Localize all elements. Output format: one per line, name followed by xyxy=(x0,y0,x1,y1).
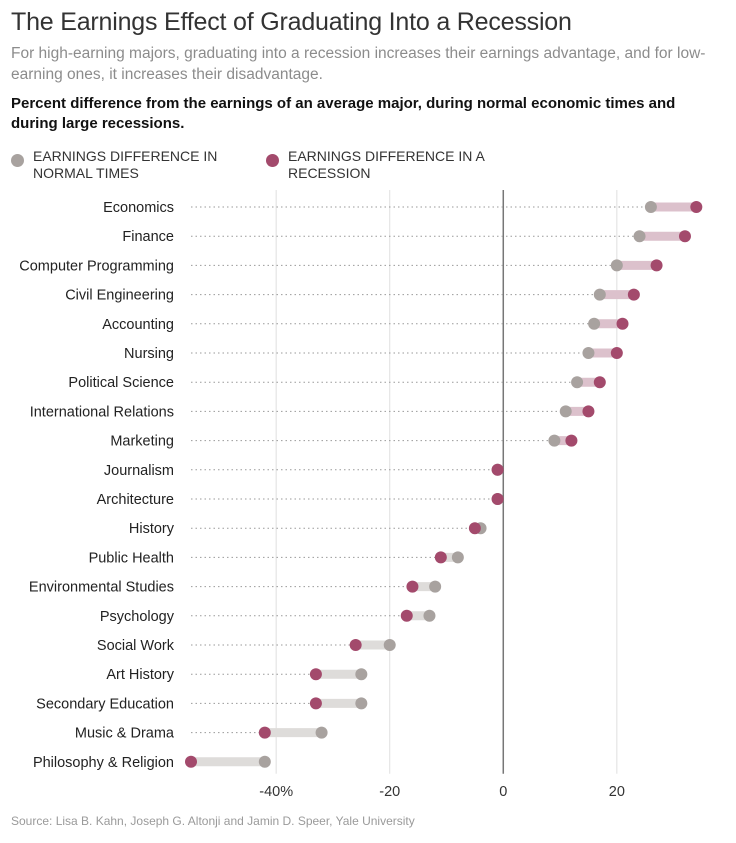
chart-title: The Earnings Effect of Graduating Into a… xyxy=(11,8,572,36)
source-note: Source: Lisa B. Kahn, Joseph G. Altonji … xyxy=(11,814,415,828)
dot-range-chart: -40% -20 0 20 Economics Finance Computer Progr… xyxy=(19,190,703,800)
normal-point xyxy=(571,376,584,389)
recession-point xyxy=(627,288,640,301)
normal-point xyxy=(633,230,646,243)
normal-point xyxy=(451,551,464,564)
recession-point xyxy=(400,609,413,622)
category-label: Environmental Studies xyxy=(29,580,174,596)
normal-point xyxy=(610,259,623,272)
recession-point xyxy=(491,493,504,505)
x-tick-label: -20 xyxy=(379,784,400,800)
normal-point xyxy=(423,609,436,622)
x-tick-label: 0 xyxy=(499,784,507,800)
recession-point xyxy=(434,551,447,564)
chart-subtitle: For high-earning majors, graduating into… xyxy=(11,45,706,83)
legend-swatch-normal xyxy=(11,154,24,167)
category-label: Marketing xyxy=(110,434,174,450)
recession-point xyxy=(491,463,504,476)
legend-swatch-recession xyxy=(266,154,279,167)
category-label: Art History xyxy=(106,667,174,683)
normal-point xyxy=(548,434,561,447)
normal-point xyxy=(593,288,606,301)
category-label: Nursing xyxy=(124,346,174,362)
normal-point xyxy=(559,405,572,418)
recession-point xyxy=(185,755,197,768)
legend-item-normal: Earnings difference in normal times xyxy=(11,148,241,182)
category-label: Architecture xyxy=(97,492,174,508)
category-label: Computer Programming xyxy=(19,258,174,274)
normal-point xyxy=(582,347,595,359)
recession-point xyxy=(468,522,481,535)
category-label: Secondary Education xyxy=(36,696,174,712)
category-label: International Relations xyxy=(30,404,174,420)
recession-point xyxy=(309,668,322,681)
normal-point xyxy=(429,580,442,593)
normal-point xyxy=(588,317,601,330)
normal-point xyxy=(355,668,368,681)
normal-point xyxy=(383,639,396,651)
x-tick-label: -40% xyxy=(259,784,293,800)
legend-item-recession: Earnings difference in a recession xyxy=(266,148,496,182)
recession-point xyxy=(616,317,629,330)
category-label: Psychology xyxy=(100,609,175,625)
recession-point xyxy=(650,259,663,272)
normal-point xyxy=(355,697,368,710)
chart-heading: Percent difference from the earnings of … xyxy=(11,95,676,132)
recession-point xyxy=(565,434,578,447)
recession-point xyxy=(406,580,419,593)
legend-label-normal: Earnings difference in normal times xyxy=(33,148,218,181)
category-label: Social Work xyxy=(97,638,175,654)
recession-point xyxy=(582,405,595,418)
category-label: Music & Drama xyxy=(75,726,175,742)
x-tick-label: 20 xyxy=(609,784,625,800)
category-label: History xyxy=(129,521,175,537)
recession-point xyxy=(258,726,271,739)
legend-label-recession: Earnings difference in a recession xyxy=(288,148,485,181)
category-label: Philosophy & Religion xyxy=(33,755,174,771)
normal-point xyxy=(258,755,271,768)
category-label: Civil Engineering xyxy=(65,288,174,304)
category-label: Finance xyxy=(122,229,174,245)
category-label: Journalism xyxy=(104,463,174,479)
recession-point xyxy=(309,697,322,710)
category-label: Political Science xyxy=(68,375,174,391)
recession-point xyxy=(593,376,606,389)
recession-point xyxy=(349,639,362,651)
recession-point xyxy=(610,347,623,359)
recession-point xyxy=(678,230,691,243)
normal-point xyxy=(315,726,328,739)
recession-point xyxy=(690,201,703,213)
category-label: Economics xyxy=(103,200,174,216)
category-label: Public Health xyxy=(89,550,174,566)
normal-point xyxy=(644,201,657,213)
category-label: Accounting xyxy=(102,317,174,333)
